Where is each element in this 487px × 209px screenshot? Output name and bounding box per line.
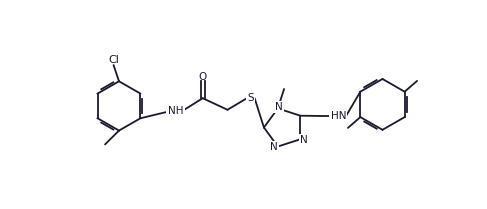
Text: N: N xyxy=(300,135,308,145)
Text: N: N xyxy=(270,142,278,152)
Text: HN: HN xyxy=(331,111,346,121)
Text: Cl: Cl xyxy=(108,55,119,65)
Text: N: N xyxy=(275,102,282,112)
Text: S: S xyxy=(247,93,254,103)
Text: NH: NH xyxy=(168,106,183,116)
Text: O: O xyxy=(199,72,207,82)
